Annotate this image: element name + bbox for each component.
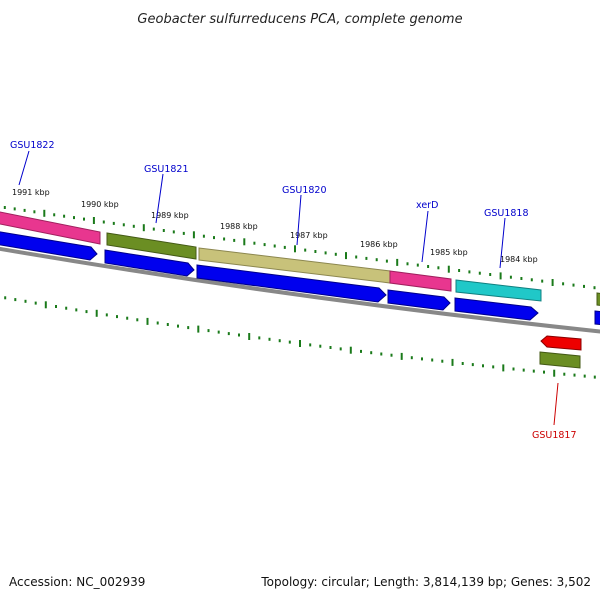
tick-label: 1990 kbp [81,200,119,209]
tick-ring-outer [3,206,596,290]
cds-arrow-edge[interactable] [594,310,600,326]
tick-label: 1988 kbp [220,222,258,231]
tick-ring-inner [4,296,596,379]
gene-bar-edge-olive[interactable] [596,292,600,306]
gene-label-gsu1821[interactable]: GSU1821 [144,164,189,175]
map-title: Geobacter sulfurreducens PCA, complete g… [137,12,462,27]
leader-gsu1821 [155,173,164,224]
tick-label: 1989 kbp [151,211,189,220]
gene-bar-gsu1818[interactable] [455,279,542,302]
leader-gsu1818 [499,217,506,269]
tick-label: 1986 kbp [360,240,398,249]
tick-label: 1991 kbp [12,188,50,197]
gene-leaders [18,150,559,426]
leader-gsu1822 [18,150,30,186]
gene-bar-xerd[interactable] [389,270,452,292]
gene-label-gsu1822[interactable]: GSU1822 [10,140,55,151]
gene-label-gsu1817[interactable]: GSU1817 [532,430,577,441]
gene-label-xerd[interactable]: xerD [416,200,438,211]
cds-arrow-gsu1821[interactable] [104,249,195,277]
genome-backbone [0,246,600,334]
tick-label: 1987 kbp [290,231,328,240]
gene-bar-gsu1821[interactable] [106,232,197,260]
cds-arrow-gsu1822[interactable] [0,231,98,261]
leader-xerd [421,210,429,263]
tick-labels: 1991 kbp 1990 kbp 1989 kbp 1988 kbp 1987… [12,188,538,264]
accession-label: Accession: NC_002939 [9,575,145,589]
feature-track [0,211,600,369]
leader-gsu1817 [553,382,559,426]
gene-bar-gsu1822[interactable] [0,211,101,245]
leader-gsu1820 [296,194,302,246]
cds-arrow-gsu1818[interactable] [454,297,539,321]
cds-arrow-gsu1817[interactable] [540,335,582,351]
tick-label: 1985 kbp [430,248,468,257]
cds-arrow-xerd[interactable] [387,289,451,311]
gene-bar-gsu1817[interactable] [539,351,581,369]
cds-arrow-gsu1820[interactable] [196,264,387,303]
genome-summary: Topology: circular; Length: 3,814,139 bp… [260,575,591,589]
tick-label: 1984 kbp [500,255,538,264]
gene-labels: GSU1822 GSU1821 GSU1820 xerD GSU1818 GSU… [10,140,577,441]
gene-label-gsu1820[interactable]: GSU1820 [282,185,327,196]
gene-label-gsu1818[interactable]: GSU1818 [484,208,529,219]
